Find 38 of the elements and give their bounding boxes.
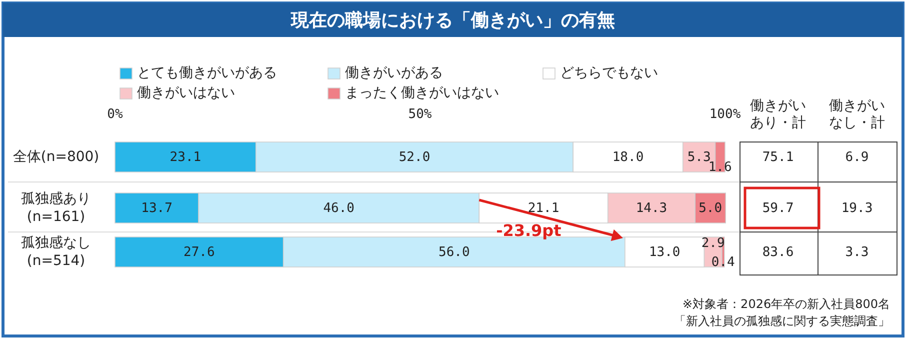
legend-label: とても働きがいがある [137,64,277,82]
text: ※対象者：2026年卒の新入社員800名 [682,296,890,313]
text: 75.1 [761,150,795,164]
text: 3.3 [844,244,870,260]
text: 83.6 [761,244,795,260]
data-label: 0.4 [710,254,736,270]
data-label: 18.0 [611,150,645,164]
legend-label: どちらでもない [560,64,658,82]
data-label: 5.3 [686,150,711,164]
legend-label: 働きがいはない [137,84,235,102]
data-label: 5.0 [698,200,724,216]
x-tick-label: 100% [709,107,741,122]
data-label: 56.0 [438,244,471,260]
legend-label: まったく働きがいはない [345,84,499,102]
data-label: 13.0 [648,244,682,260]
data-label: 52.0 [398,150,432,164]
x-tick-label: 0% [106,107,124,122]
chart-title: 現在の職場における「働きがい」の有無 [290,9,616,32]
text: 6.9 [844,150,870,164]
data-label: 23.1 [168,150,202,164]
text: 19.3 [840,200,874,216]
y-tick-label: 孤独感なし(n=514) [20,234,92,270]
legend-label: 働きがいがある [345,64,443,82]
data-label: 27.6 [182,244,216,260]
y-tick-label: 孤独感あり(n=161) [20,190,92,226]
data-label: 13.7 [140,200,174,216]
text: 59.7 [761,200,795,216]
data-label: 2.9 [700,236,726,250]
data-label: 1.6 [708,160,733,174]
text: 「新入社員の孤独感に関する実態調査」 [673,313,890,330]
x-tick-label: 50% [407,107,433,122]
y-tick-label: 全体(n=800) [12,148,100,166]
text: 働きがいなし・計 [828,98,886,132]
annotation: -23.9pt [496,221,562,240]
data-label: 46.0 [322,200,356,216]
data-label: 21.1 [526,200,560,216]
data-label: 14.3 [634,200,668,216]
text: 働きがいあり・計 [749,98,807,132]
